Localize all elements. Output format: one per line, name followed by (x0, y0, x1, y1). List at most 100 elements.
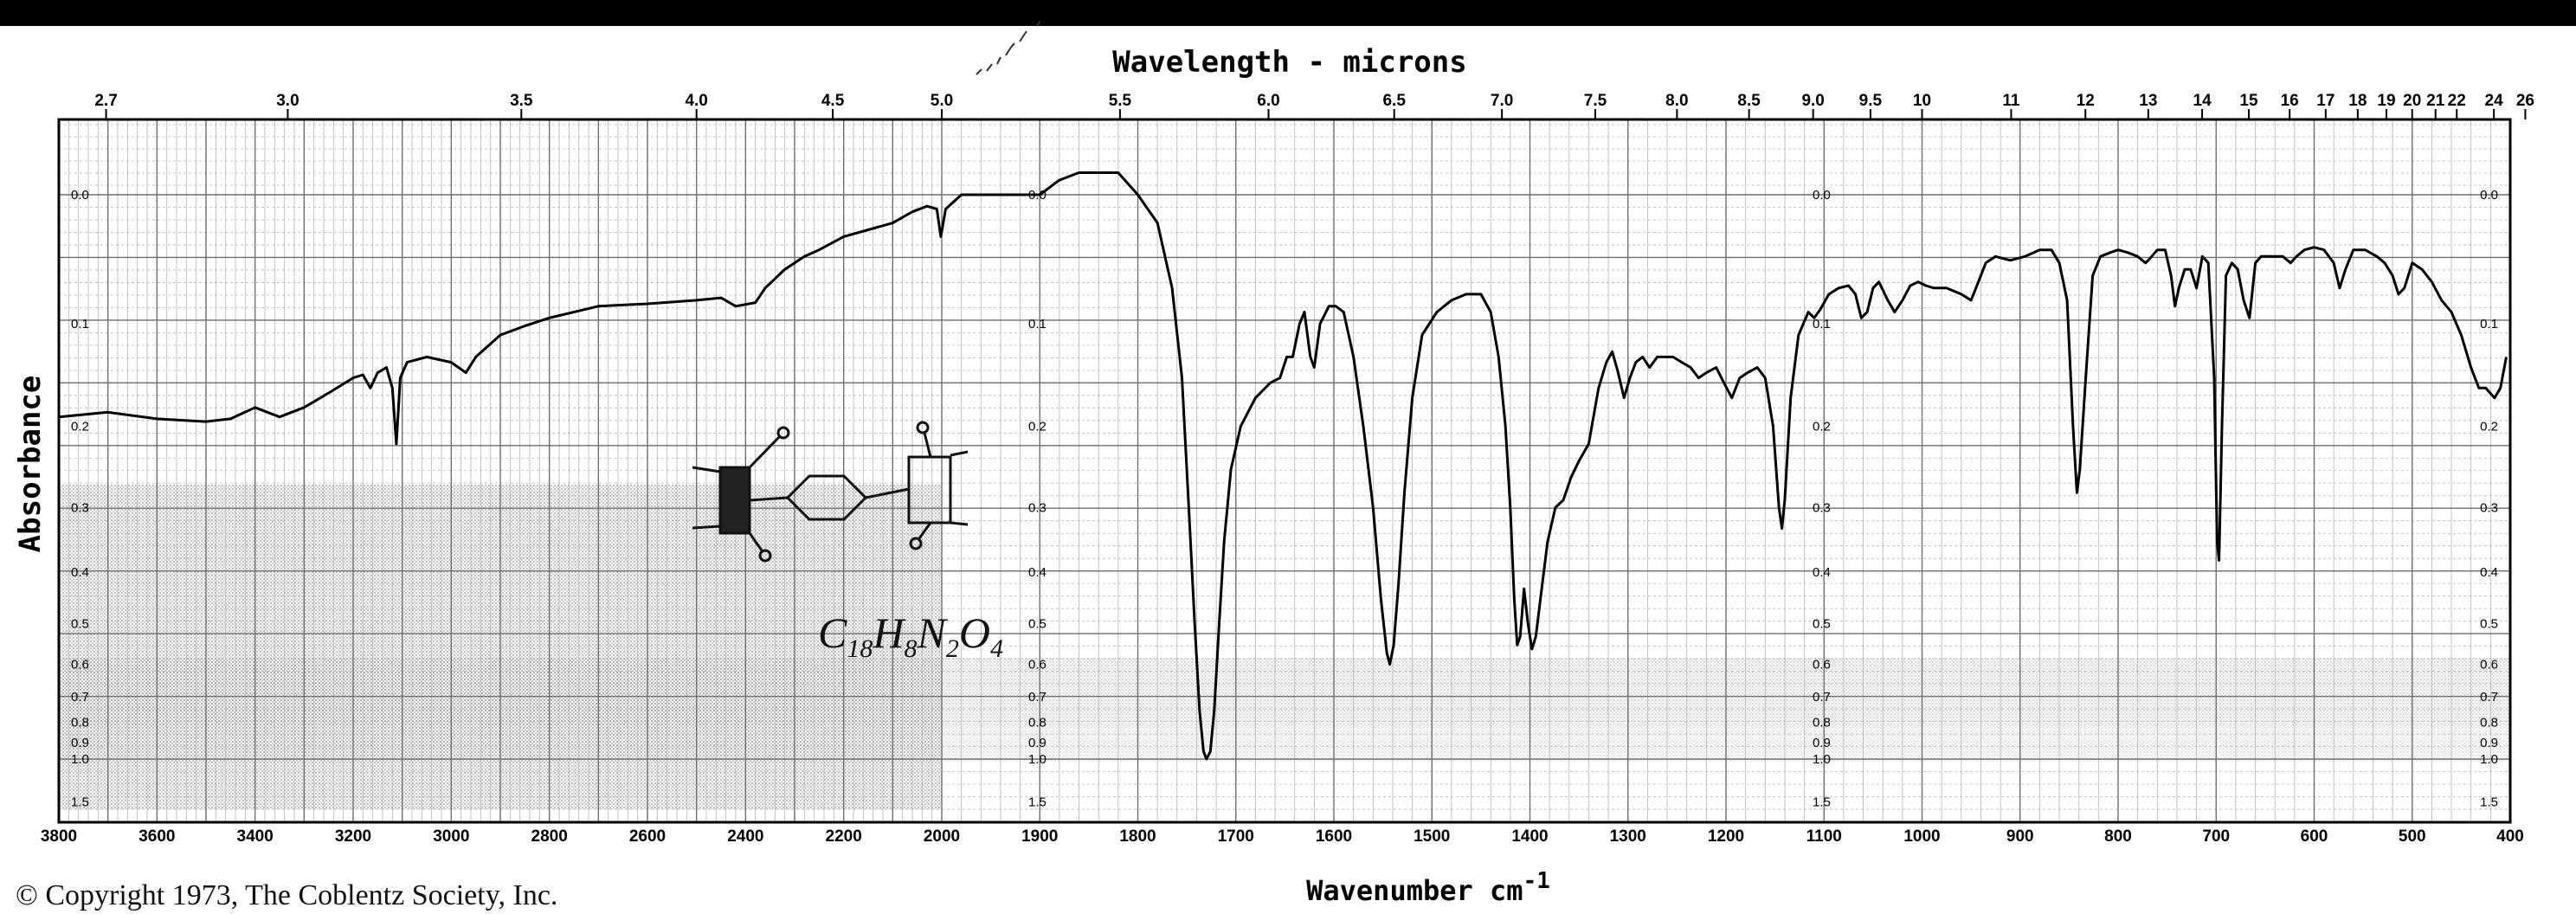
absorbance-tick-label: 0.7 (71, 690, 89, 705)
wavenumber-tick-label: 1000 (1903, 827, 1940, 846)
wavelength-tick-label: 7.5 (1584, 92, 1607, 110)
absorbance-tick-label: 1.0 (71, 752, 89, 767)
wavelength-tick-label: 5.0 (931, 92, 953, 110)
absorbance-tick-label: 0.4 (1028, 565, 1046, 580)
wavelength-tick-label: 4.0 (685, 92, 707, 110)
wavenumber-tick-label: 1200 (1708, 827, 1744, 846)
formula-n-sub: 2 (945, 634, 959, 663)
absorbance-tick-label: 0.2 (1813, 419, 1831, 434)
wavelength-tick-label: 6.5 (1382, 92, 1406, 110)
wavenumber-tick-label: 700 (2202, 827, 2230, 846)
wavelength-tick-label: 2.7 (94, 92, 117, 110)
wavelength-tick-label: 3.5 (510, 92, 533, 110)
formula-h: H (873, 608, 905, 657)
absorbance-tick-label: 1.5 (2480, 795, 2498, 810)
wavelength-tick-label: 17 (2316, 92, 2334, 110)
absorbance-tick-label: 0.4 (2480, 565, 2498, 580)
wavenumber-tick-label: 500 (2399, 827, 2426, 846)
absorbance-tick-label: 0.6 (1813, 657, 1831, 672)
wavenumber-tick-label: 1600 (1316, 827, 1352, 846)
wavenumber-tick-label: 2200 (826, 827, 862, 846)
wavenumber-tick-label: 3400 (237, 827, 274, 846)
wavenumber-tick-label: 1100 (1806, 827, 1842, 846)
absorbance-tick-label: 0.4 (71, 565, 89, 580)
wavenumber-tick-label: 900 (2006, 827, 2034, 846)
absorbance-tick-label: 1.5 (71, 795, 89, 810)
scan-mark (976, 20, 1041, 75)
absorbance-tick-label: 0.2 (1028, 419, 1046, 434)
wavelength-tick-label: 26 (2516, 92, 2534, 110)
wavenumber-tick-label: 600 (2301, 827, 2328, 846)
wavelength-tick-label: 4.5 (821, 92, 845, 110)
wavenumber-tick-label: 2800 (531, 827, 568, 846)
absorbance-tick-label: 0.3 (1028, 500, 1046, 515)
spectrum-trace (58, 171, 2508, 761)
wavenumber-tick-label: 400 (2496, 827, 2524, 846)
absorbance-tick-label: 0.3 (71, 500, 89, 515)
formula-h-sub: 8 (904, 634, 918, 663)
absorbance-tick-label: 0.5 (1028, 616, 1046, 631)
wavenumber-tick-label: 2600 (629, 827, 666, 846)
top-black-bar (0, 0, 2576, 26)
wavelength-tick-label: 19 (2377, 92, 2395, 110)
wavelength-tick-label: 16 (2281, 92, 2299, 110)
absorbance-tick-label: 0.9 (71, 736, 89, 750)
wavenumber-tick-label: 2400 (727, 827, 763, 846)
absorbance-tick-label: 0.6 (2480, 657, 2498, 672)
wavelength-tick-label: 6.0 (1257, 92, 1279, 110)
wavenumber-tick-label: 3800 (41, 827, 77, 846)
copyright-notice: © Copyright 1973, The Coblentz Society, … (16, 879, 558, 911)
wavelength-tick-label: 22 (2448, 92, 2466, 110)
absorbance-tick-label: 0.8 (1813, 716, 1831, 731)
absorbance-tick-label: 0.8 (71, 716, 89, 731)
wavelength-tick-label: 9.5 (1859, 92, 1883, 110)
absorbance-tick-label: 0.1 (1813, 317, 1831, 331)
formula-c-sub: 18 (847, 634, 873, 663)
absorbance-tick-label: 0.0 (1813, 188, 1831, 203)
absorbance-tick-label: 0.0 (71, 188, 89, 203)
wavenumber-tick-labels: 3800 3600 3400 3200 3000 2800 2600 2400 2200 2000… (41, 827, 2524, 846)
wavenumber-tick-label: 1900 (1021, 827, 1058, 846)
absorbance-tick-label: 1.5 (1028, 795, 1046, 810)
y-axis-label: Absorbance (13, 376, 48, 553)
wavenumber-tick-label: 2000 (924, 827, 960, 846)
wavelength-tick-label: 10 (1913, 92, 1931, 110)
wavelength-tick-label: 15 (2239, 92, 2258, 110)
molecular-formula: C18H8N2O4 (818, 608, 1003, 664)
wavelength-tick-label: 20 (2403, 92, 2421, 110)
wavenumber-tick-label: 800 (2104, 827, 2132, 846)
absorbance-tick-label: 0.7 (2480, 690, 2498, 705)
wavelength-tick-label: 7.0 (1491, 92, 1513, 110)
wavelength-tick-label: 18 (2348, 92, 2367, 110)
absorbance-tick-label: 0.8 (2480, 716, 2498, 731)
wavenumber-tick-label: 1500 (1414, 827, 1450, 846)
minor-gridlines (59, 119, 2510, 822)
wavenumber-tick-label: 1400 (1511, 827, 1548, 846)
x-axis-label: Wavenumber cm-1 (1306, 868, 1550, 907)
absorbance-tick-label: 0.2 (71, 419, 89, 434)
wavenumber-tick-label: 1800 (1119, 827, 1156, 846)
absorbance-tick-label: 0.5 (2480, 616, 2498, 631)
wavelength-tick-label: 21 (2426, 92, 2445, 110)
wavelength-tick-label: 13 (2139, 92, 2157, 110)
structure-drawing (692, 421, 969, 563)
absorbance-tick-label: 0.6 (1028, 657, 1046, 672)
formula-n: N (917, 608, 946, 657)
wavelength-tick-label: 24 (2485, 92, 2504, 110)
absorbance-tick-label: 0.9 (1813, 736, 1831, 750)
wavelength-tick-label: 11 (2002, 92, 2020, 110)
absorbance-tick-label: 1.0 (1813, 752, 1831, 767)
absorbance-tick-label: 0.0 (2480, 188, 2498, 203)
absorbance-tick-labels: 0.0 0.0 0.0 0.00.1 0.1 0.1 0.10.2 0.2 0.2 0.20.3 0… (71, 188, 2498, 810)
absorbance-tick-label: 0.5 (71, 616, 89, 631)
formula-o-sub: 4 (989, 634, 1003, 663)
x-axis-label-sup: -1 (1523, 868, 1550, 894)
absorbance-tick-label: 0.1 (1028, 317, 1046, 331)
formula-o: O (958, 608, 990, 657)
wavenumber-tick-label: 3200 (335, 827, 371, 846)
plot-frame (57, 118, 2512, 824)
chart-title: Wavelength - microns (1112, 45, 1466, 80)
absorbance-tick-label: 1.0 (2480, 752, 2498, 767)
wavelength-tick-label: 5.5 (1109, 92, 1132, 110)
